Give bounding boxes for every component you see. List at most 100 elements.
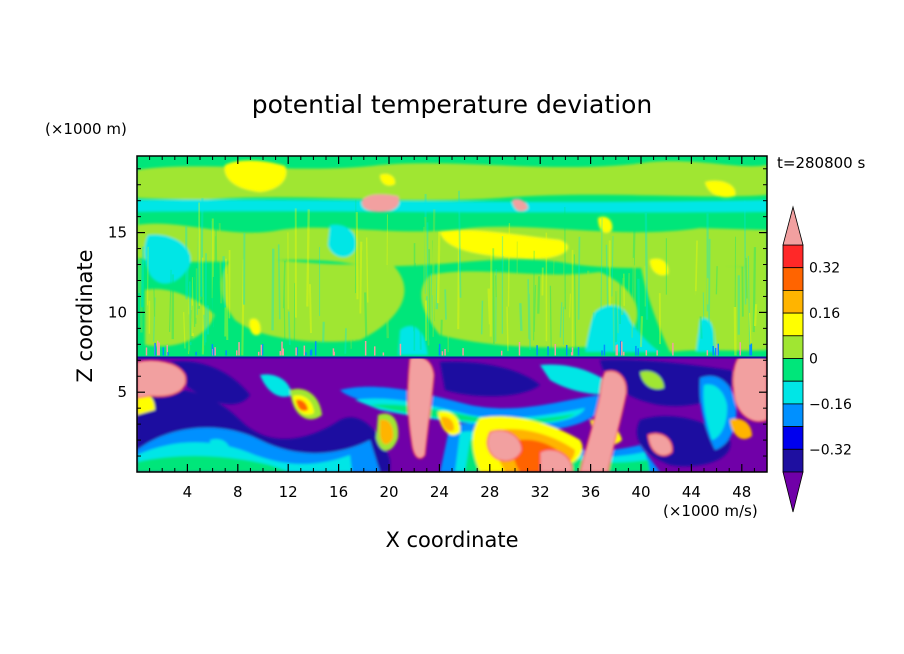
y-tick-label: 10 bbox=[108, 303, 127, 321]
striation-texture bbox=[137, 190, 758, 356]
striation bbox=[444, 289, 447, 320]
striation bbox=[435, 264, 440, 310]
striation bbox=[218, 223, 223, 304]
striation bbox=[386, 214, 388, 300]
striation bbox=[533, 284, 537, 332]
striation bbox=[355, 212, 359, 300]
boundary-spikes bbox=[145, 340, 753, 356]
striation bbox=[549, 285, 552, 351]
striation bbox=[211, 276, 215, 336]
x-tick-label: 48 bbox=[732, 483, 751, 501]
x-tick-label: 44 bbox=[682, 483, 701, 501]
striation bbox=[694, 240, 698, 295]
striation bbox=[141, 246, 145, 308]
upper-layer-structures bbox=[137, 160, 767, 355]
striation bbox=[200, 198, 204, 297]
y-axis: 5 10 15 bbox=[108, 168, 767, 457]
warm-plume bbox=[647, 433, 673, 457]
striation bbox=[489, 243, 493, 337]
striation bbox=[187, 314, 191, 352]
striation bbox=[627, 273, 630, 312]
striation bbox=[528, 293, 531, 350]
x-tick-label: 16 bbox=[329, 483, 348, 501]
striation bbox=[715, 266, 718, 295]
striation bbox=[507, 223, 511, 307]
time-label: t=280800 s bbox=[777, 154, 865, 172]
striation bbox=[271, 248, 275, 331]
warm-plume bbox=[579, 370, 627, 472]
chart-title: potential temperature deviation bbox=[252, 90, 652, 119]
y-tick-label: 15 bbox=[108, 224, 127, 242]
striation bbox=[186, 254, 190, 297]
striation bbox=[241, 259, 245, 356]
colorbar-label: 0 bbox=[809, 352, 818, 368]
striation bbox=[639, 316, 644, 347]
striation bbox=[552, 259, 555, 300]
striation bbox=[308, 284, 312, 334]
colorbar-swatch bbox=[782, 267, 804, 291]
warm-plume bbox=[486, 429, 523, 462]
striation bbox=[573, 254, 577, 355]
striation bbox=[458, 190, 462, 298]
striation bbox=[428, 249, 431, 340]
x-tick-label: 24 bbox=[430, 483, 449, 501]
colorbar-swatch bbox=[782, 448, 804, 473]
striation bbox=[168, 269, 172, 332]
striation bbox=[359, 241, 363, 314]
striation bbox=[564, 289, 568, 311]
striation bbox=[203, 314, 206, 346]
striation bbox=[637, 278, 641, 334]
striation bbox=[187, 285, 191, 355]
striation bbox=[432, 231, 435, 337]
striation bbox=[365, 237, 369, 303]
striation bbox=[605, 244, 609, 315]
striation bbox=[322, 321, 325, 343]
y-tick-label: 5 bbox=[117, 383, 127, 401]
striation bbox=[559, 302, 563, 338]
x-tick-label: 12 bbox=[279, 483, 298, 501]
striation bbox=[220, 267, 223, 355]
striation bbox=[427, 282, 430, 346]
colorbar-label: −0.16 bbox=[809, 397, 852, 413]
striation bbox=[283, 286, 286, 340]
colorbar-max-arrow bbox=[782, 205, 804, 246]
striation bbox=[487, 288, 492, 325]
colorbar-swatch bbox=[782, 244, 804, 269]
colorbar-label: 0.32 bbox=[809, 261, 840, 277]
striation bbox=[506, 306, 509, 352]
striation bbox=[191, 277, 195, 337]
y-unit-label: (×1000 m) bbox=[45, 120, 127, 138]
striation bbox=[631, 257, 634, 338]
warm-plume bbox=[407, 357, 435, 459]
striation bbox=[733, 306, 737, 356]
striation bbox=[287, 311, 291, 345]
striation bbox=[224, 258, 228, 337]
striation bbox=[644, 213, 649, 320]
striation bbox=[747, 255, 751, 351]
striation bbox=[749, 312, 752, 345]
striation bbox=[695, 291, 698, 334]
striation bbox=[146, 246, 149, 306]
striation bbox=[364, 292, 368, 351]
striation bbox=[196, 206, 200, 315]
striation bbox=[192, 272, 196, 327]
striation bbox=[537, 276, 541, 314]
striation bbox=[217, 269, 221, 335]
x-tick-label: 36 bbox=[581, 483, 600, 501]
striation bbox=[600, 218, 603, 325]
striation bbox=[577, 236, 581, 320]
striation bbox=[153, 297, 156, 342]
striation bbox=[743, 200, 747, 305]
y-axis-label: Z coordinate bbox=[73, 249, 97, 382]
x-tick-label: 4 bbox=[183, 483, 193, 501]
striation bbox=[424, 216, 428, 297]
striation bbox=[612, 295, 615, 352]
colorbar-swatch bbox=[782, 380, 804, 405]
striation bbox=[211, 221, 214, 328]
colorbar-swatch bbox=[782, 358, 804, 382]
warm-plume bbox=[732, 357, 767, 423]
warm-plume bbox=[539, 449, 573, 472]
x-tick-label: 40 bbox=[631, 483, 650, 501]
heatmap-plot-area bbox=[137, 156, 767, 472]
